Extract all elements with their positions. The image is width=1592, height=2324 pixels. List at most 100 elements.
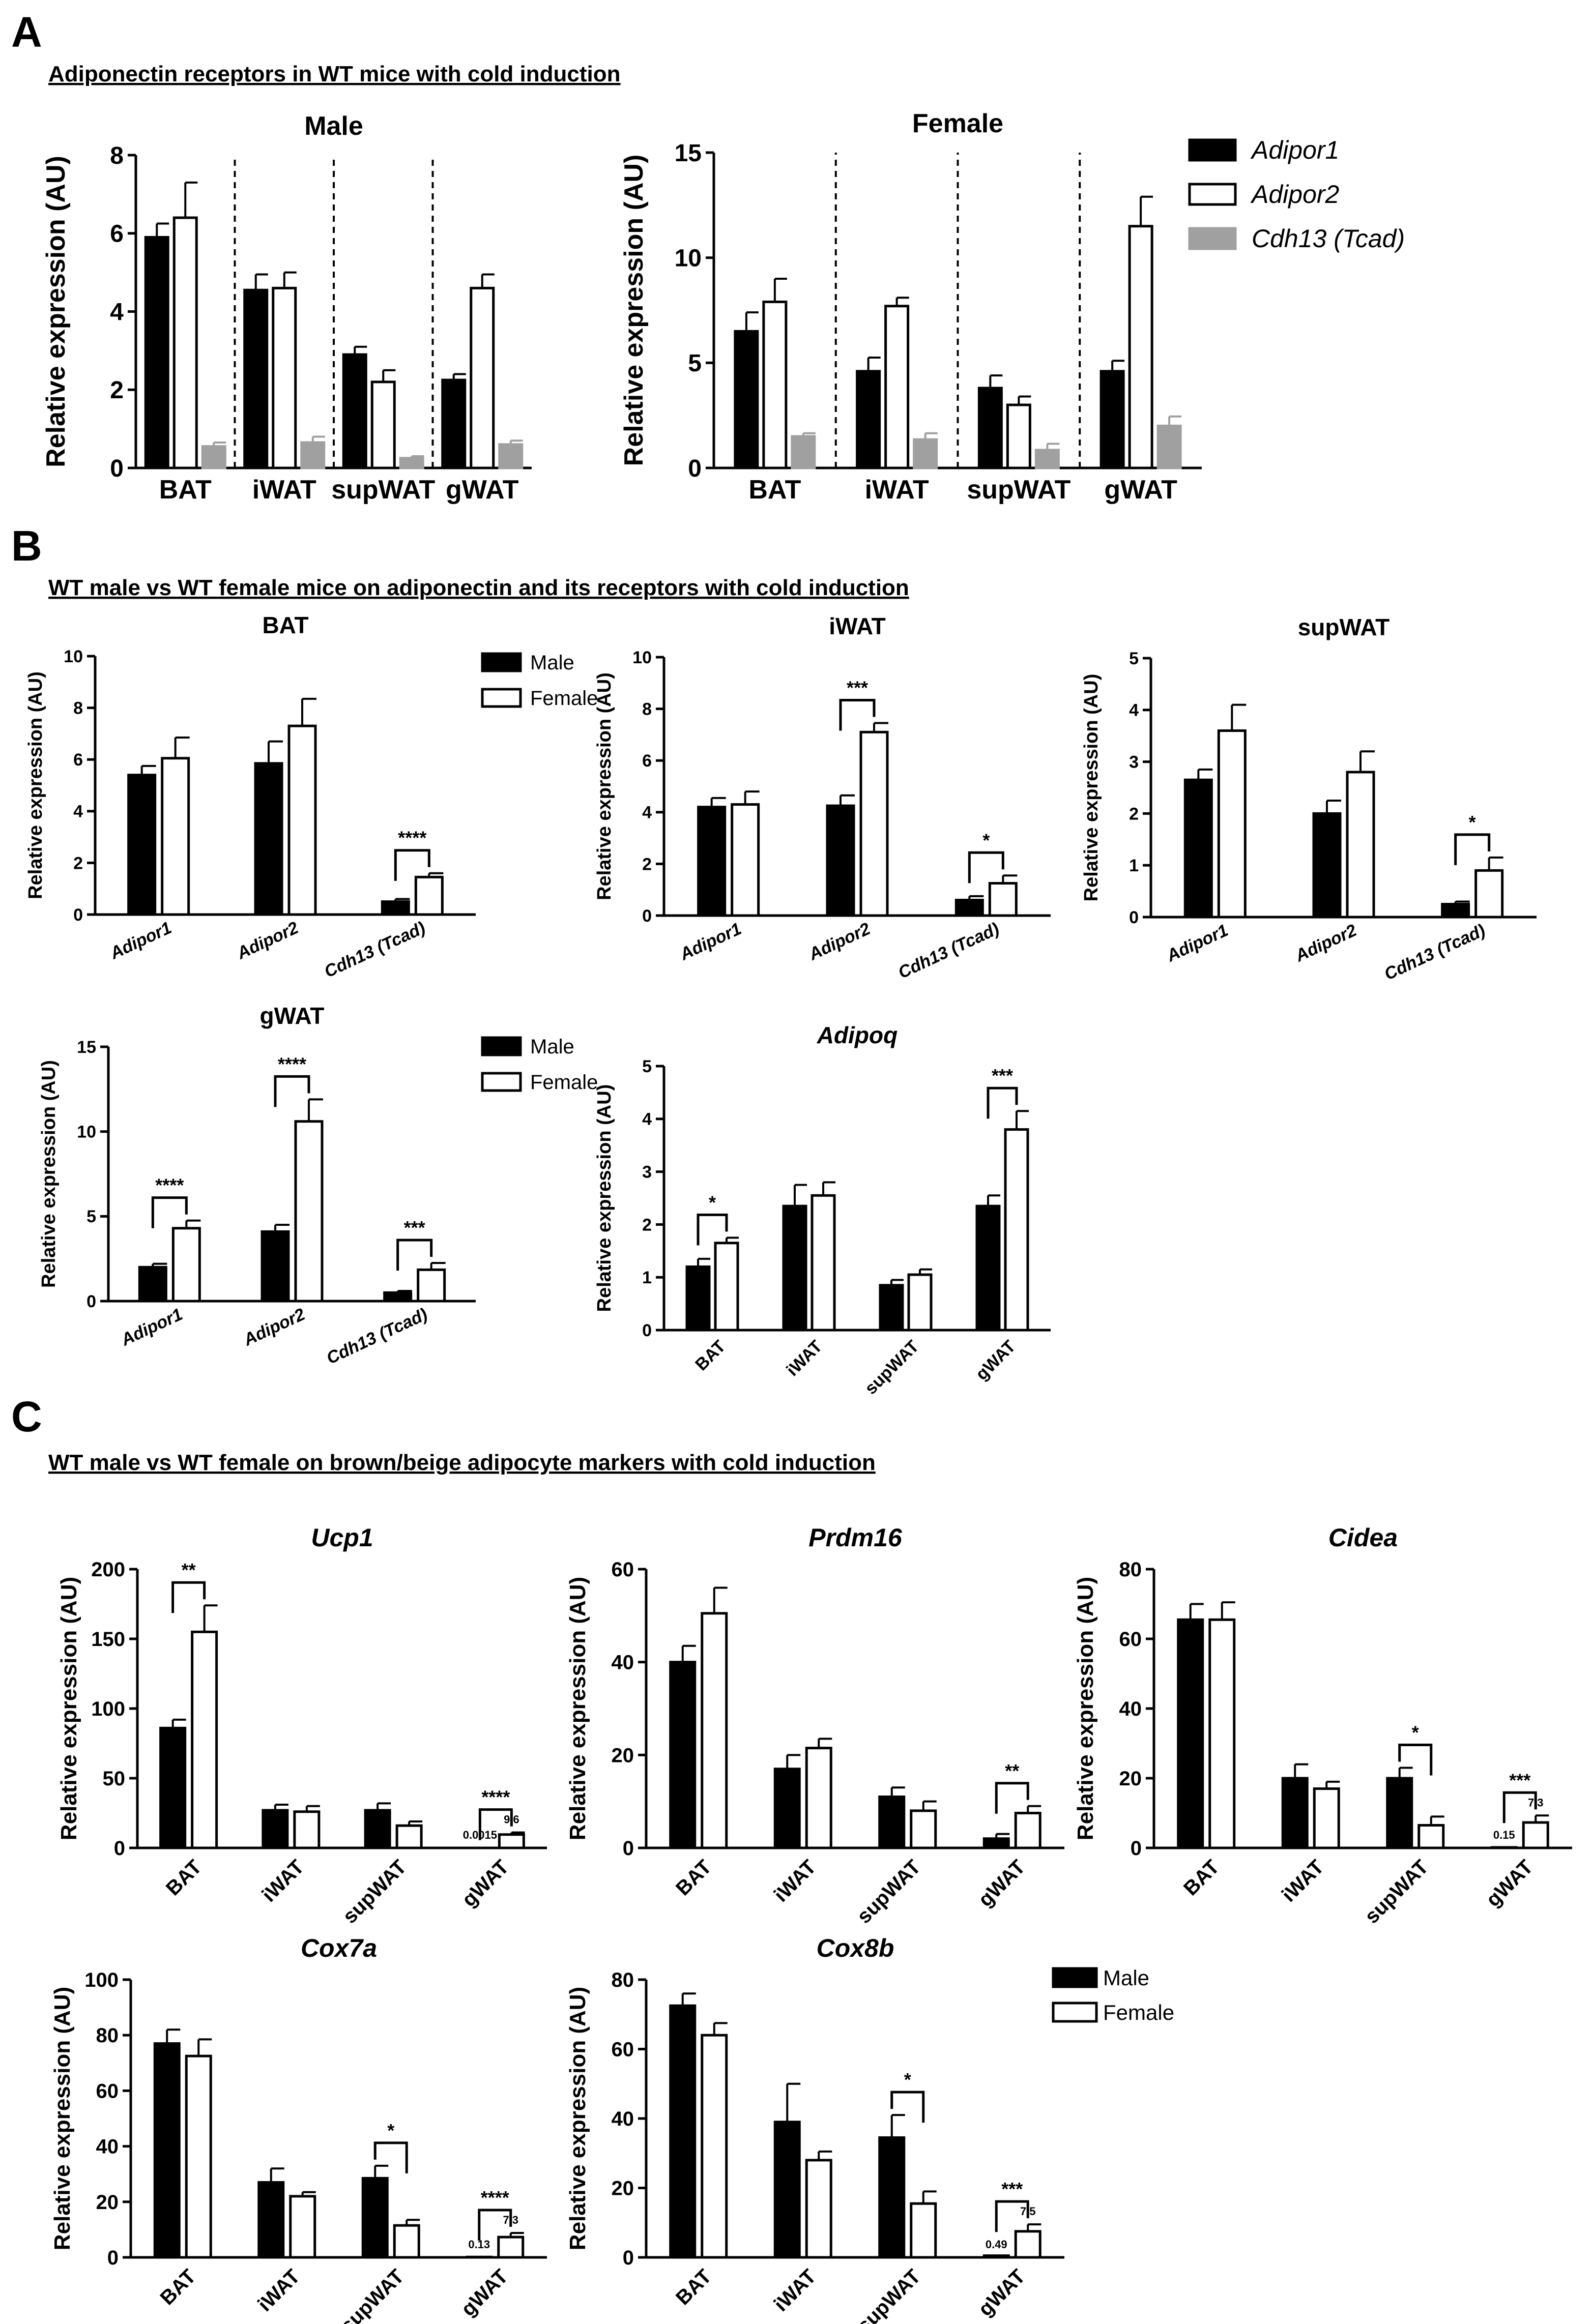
chart-c-cox8b: Cox8b 0 20 40 60 80 Relative expression (AU) BA… (565, 1934, 1064, 2324)
b-supwat-x-tick-label-cdh13-tcad: Cdh13 (Tcad) (1381, 921, 1488, 984)
b-iwat-bar-male-adipor2 (826, 804, 855, 917)
b-adipoq-y-tick-label-2: 2 (642, 1215, 652, 1234)
b-iwat-significance-bracket-1 (968, 851, 1004, 884)
legend-a-swatch-adipor2 (1188, 183, 1237, 206)
c-cidea-significance-label-1: *** (1509, 1770, 1530, 1790)
b-bat-x-tick-label-adipor1: Adipor1 (107, 918, 175, 963)
b-bat-title: BAT (262, 612, 308, 638)
c-cidea-x-tick-label-gwat: gWAT (1482, 1856, 1537, 1911)
b-supwat-y-tick-label-2: 2 (1129, 804, 1139, 823)
a-male-y-tick-label-1: 2 (110, 377, 124, 404)
a-male-bar-adipor2-supwat (370, 380, 396, 469)
c-ucp1-bar-female-supwat (395, 1824, 423, 1849)
b-bat-y-tick-label-3: 6 (73, 750, 83, 770)
a-male-bar-adipor1-bat (144, 236, 169, 469)
chart-a-female: Female 0 5 10 15 Relative expression (AU) BAT i… (619, 109, 1202, 505)
b-iwat-y-tick-label-0: 0 (642, 906, 652, 926)
b-gwat-y-tick-label-1: 5 (86, 1207, 96, 1226)
chart-a-male: Male 0 2 4 6 8 Relative expression (AU) BAT iWAT… (41, 111, 532, 505)
c-ucp1-x-tick-label-iwat: iWAT (258, 1856, 309, 1906)
a-female-y-tick-label-1: 5 (688, 350, 702, 377)
b-bat-y-tick-label-4: 8 (73, 699, 83, 718)
b-iwat-y-tick-label-5: 10 (632, 648, 652, 667)
b-bat-bar-male-cdh13-tcad (381, 900, 410, 916)
b-adipoq-bar-male-bat (685, 1265, 711, 1332)
c-ucp1-y-tick-label-2: 100 (91, 1698, 125, 1720)
b-supwat-bar-female-adipor2 (1346, 771, 1375, 919)
c-cox8b-y-tick-label-1: 20 (612, 2178, 634, 2200)
b-iwat-significance-label-0: *** (847, 678, 868, 698)
b-iwat-y-tick-label-4: 8 (642, 700, 652, 719)
c-prdm16-bar-male-supwat (878, 1796, 906, 1849)
c-cidea-bar-female-bat (1208, 1618, 1236, 1849)
a-female-x-tick-label-supwat: supWAT (967, 475, 1070, 505)
c-cidea-y-label: Relative expression (AU) (1073, 1577, 1098, 1840)
b-iwat-bar-female-cdh13-tcad (988, 882, 1018, 917)
b-bat-x-tick-label-cdh13-tcad: Cdh13 (Tcad) (322, 918, 428, 982)
a-male-title: Male (304, 111, 363, 141)
c-cidea-x-tick-label-iwat: iWAT (1278, 1856, 1328, 1906)
c-cox8b-title: Cox8b (817, 1934, 894, 1962)
a-female-bar-cdh13-tcad-iwat (913, 438, 938, 469)
a-female-title: Female (912, 109, 1003, 138)
a-female-x-tick-label-gwat: gWAT (1104, 475, 1177, 505)
b-gwat-x-tick-label-adipor1: Adipor1 (118, 1305, 185, 1350)
legend-c: Male Female (1052, 1966, 1174, 2024)
a-male-bar-adipor2-iwat (272, 286, 297, 469)
a-male-y-tick-label-3: 6 (110, 221, 124, 248)
b-adipoq-bar-female-bat (714, 1242, 739, 1332)
c-ucp1-significance-bracket-0 (171, 1581, 206, 1613)
c-prdm16-bar-male-gwat (982, 1837, 1010, 1849)
b-supwat-significance-label-0: * (1469, 812, 1476, 833)
c-ucp1-significance-label-0: ** (182, 1560, 196, 1580)
b-adipoq-y-tick-label-5: 5 (642, 1057, 652, 1076)
c-cox8b-significance-label-0: * (904, 2069, 911, 2090)
legend-b2-label-female: Female (530, 1071, 598, 1094)
c-ucp1-y-tick-label-3: 150 (91, 1628, 125, 1651)
c-cox7a-x-tick-label-gwat: gWAT (457, 2265, 512, 2320)
a-female-y-label: Relative expression (AU) (619, 155, 649, 466)
b-bat-bar-male-adipor1 (127, 774, 157, 916)
legend-a-label-adipor2: Adipor2 (1250, 180, 1340, 209)
c-cox7a-significance-bracket-0 (373, 2141, 408, 2173)
chart-c-ucp1: Ucp1 0 50 100 150 200 Relative expression (AU)… (56, 1523, 547, 1928)
b-iwat-x-tick-label-adipor1: Adipor1 (677, 919, 744, 964)
a-female-bar-adipor2-bat (762, 300, 788, 469)
b-iwat-significance-bracket-0 (839, 699, 876, 731)
c-cox7a-y-label: Relative expression (AU) (50, 1987, 75, 2250)
c-ucp1-y-label: Relative expression (AU) (56, 1577, 81, 1840)
c-prdm16-significance-label-0: ** (1005, 1760, 1019, 1781)
c-cox7a-significance-label-1: **** (481, 2187, 509, 2208)
c-cox8b-x-tick-label-iwat: iWAT (770, 2265, 821, 2316)
a-male-x-tick-label-iwat: iWAT (252, 475, 316, 505)
legend-b-swatch-female (481, 688, 522, 708)
b-adipoq-y-tick-label-0: 0 (642, 1321, 652, 1340)
b-supwat-bar-female-cdh13-tcad (1474, 869, 1504, 919)
b-adipoq-bar-female-iwat (811, 1194, 836, 1332)
legend-b-swatch-male (481, 652, 522, 672)
c-prdm16-y-tick-label-2: 40 (612, 1652, 634, 1674)
b-gwat-significance-label-2: *** (404, 1217, 425, 1238)
section-title-b: WT male vs WT female mice on adiponectin… (48, 575, 909, 600)
c-prdm16-bar-male-iwat (773, 1768, 801, 1849)
c-cox7a-x-tick-label-bat: BAT (156, 2265, 200, 2309)
a-male-bar-cdh13-tcad-bat (201, 445, 226, 469)
c-cox8b-y-tick-label-4: 80 (612, 1969, 634, 1991)
a-female-bar-adipor1-bat (734, 330, 759, 469)
a-male-x-tick-label-gwat: gWAT (446, 475, 519, 505)
a-male-bar-adipor1-iwat (243, 288, 269, 469)
c-cox7a-x-tick-label-supwat: supWAT (336, 2265, 408, 2324)
b-supwat-y-tick-label-4: 4 (1129, 701, 1139, 720)
a-male-bar-cdh13-tcad-iwat (300, 441, 326, 469)
a-male-x-tick-label-bat: BAT (159, 475, 212, 505)
b-iwat-x-tick-label-cdh13-tcad: Cdh13 (Tcad) (895, 919, 1002, 983)
b-adipoq-significance-label-1: *** (992, 1065, 1013, 1086)
c-cox8b-y-label: Relative expression (AU) (565, 1987, 590, 2250)
c-ucp1-title: Ucp1 (311, 1523, 373, 1552)
c-cox8b-bar-male-bat (669, 2004, 697, 2259)
b-bat-significance-label-0: **** (398, 828, 426, 848)
b-bat-y-tick-label-0: 0 (73, 905, 83, 925)
b-gwat-y-tick-label-3: 15 (77, 1038, 96, 1057)
c-cox8b-value-label-male-0: 0.49 (986, 2238, 1007, 2251)
